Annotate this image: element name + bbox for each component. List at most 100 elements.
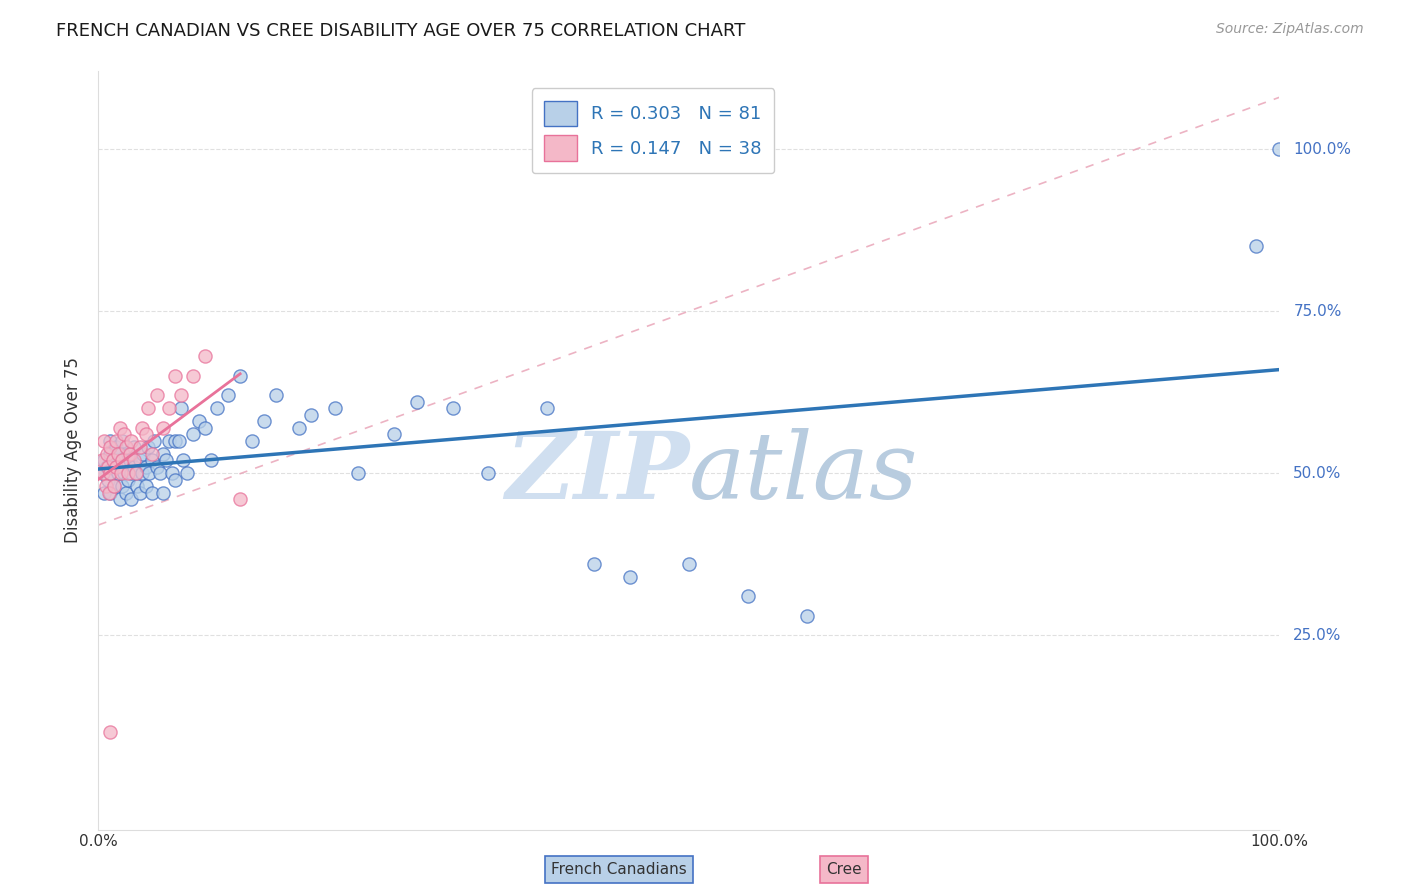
Point (299, 408, 322, 422)
Point (127, 479, 149, 493)
Point (229, 491, 252, 506)
Point (103, 479, 125, 493)
Point (181, 427, 204, 442)
Point (101, 453, 124, 467)
Point (194, 421, 217, 435)
Point (98, 440, 121, 454)
Point (98, 434, 121, 448)
Point (176, 466, 198, 480)
Point (152, 447, 174, 461)
Text: Cree: Cree (825, 863, 862, 877)
Point (141, 447, 163, 461)
Point (157, 434, 180, 448)
Point (120, 447, 142, 461)
Point (678, 557, 700, 571)
Point (194, 350, 217, 364)
Point (135, 459, 157, 474)
Point (536, 401, 558, 416)
Point (406, 395, 429, 409)
Point (103, 479, 125, 493)
Point (94, 479, 117, 493)
Point (131, 466, 153, 480)
Point (200, 453, 222, 467)
Point (172, 453, 194, 467)
Point (149, 466, 172, 480)
Point (114, 440, 136, 454)
Point (107, 447, 129, 461)
Point (105, 459, 128, 474)
Point (136, 401, 159, 416)
Point (737, 589, 759, 603)
Point (170, 401, 193, 416)
Text: ZIP: ZIP (505, 428, 689, 518)
Point (91, 453, 114, 467)
Point (264, 388, 287, 402)
Point (93, 453, 115, 467)
Point (114, 485, 136, 500)
Point (93, 485, 115, 500)
Point (98, 447, 121, 461)
Point (105, 440, 128, 454)
Point (217, 388, 239, 402)
Legend: R = 0.303   N = 81, R = 0.147   N = 38: R = 0.303 N = 81, R = 0.147 N = 38 (531, 88, 775, 173)
Point (122, 459, 145, 474)
Point (165, 473, 187, 487)
Text: 100.0%: 100.0% (1294, 142, 1351, 157)
Point (121, 466, 143, 480)
Point (108, 447, 131, 461)
Point (583, 557, 606, 571)
Point (128, 440, 150, 454)
Point (1244, 239, 1267, 253)
Point (170, 388, 193, 402)
Point (152, 421, 174, 435)
Point (1268, 142, 1291, 156)
Point (347, 466, 370, 480)
Point (112, 427, 135, 442)
Point (205, 401, 228, 416)
Point (121, 434, 143, 448)
Text: 25.0%: 25.0% (1294, 628, 1341, 642)
Point (288, 421, 311, 435)
Point (146, 459, 169, 474)
Point (323, 401, 346, 416)
Point (117, 466, 139, 480)
Point (135, 427, 157, 442)
Point (441, 401, 464, 416)
Point (111, 459, 134, 474)
Point (105, 434, 128, 448)
Point (91, 466, 114, 480)
Point (167, 434, 190, 448)
Point (111, 453, 134, 467)
Point (122, 453, 145, 467)
Point (98, 485, 121, 500)
Point (108, 491, 131, 506)
Point (160, 466, 183, 480)
Point (122, 440, 145, 454)
Point (181, 368, 204, 383)
Point (110, 466, 132, 480)
Point (229, 368, 252, 383)
Point (132, 447, 155, 461)
Point (382, 427, 405, 442)
Point (796, 608, 818, 623)
Point (111, 479, 134, 493)
Point (112, 466, 135, 480)
Point (101, 453, 124, 467)
Point (107, 466, 129, 480)
Point (117, 447, 139, 461)
Point (125, 466, 148, 480)
Point (146, 388, 169, 402)
Point (128, 453, 150, 467)
Point (111, 453, 134, 467)
Point (117, 473, 139, 487)
Point (135, 479, 157, 493)
Point (91, 466, 114, 480)
Point (98, 725, 121, 739)
Point (120, 453, 142, 467)
Point (142, 434, 165, 448)
Point (121, 491, 143, 506)
Point (157, 401, 180, 416)
Point (165, 434, 187, 448)
Text: 50.0%: 50.0% (1294, 466, 1341, 481)
Text: FRENCH CANADIAN VS CREE DISABILITY AGE OVER 75 CORRELATION CHART: FRENCH CANADIAN VS CREE DISABILITY AGE O… (56, 22, 745, 40)
